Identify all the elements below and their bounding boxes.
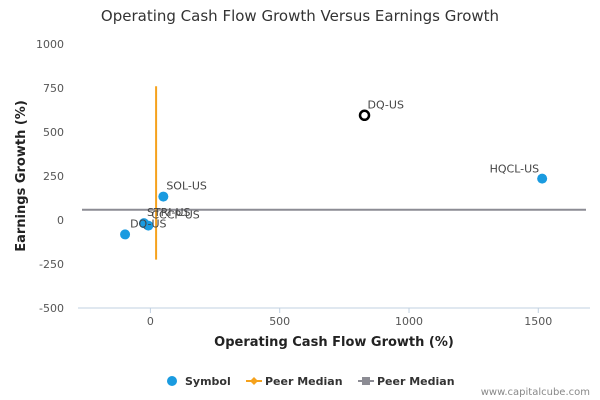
y-tick-label: 1000 (36, 38, 64, 51)
chart-title: Operating Cash Flow Growth Versus Earnin… (101, 7, 499, 25)
data-point-label: STRI-US (147, 206, 191, 219)
y-tick-label: 750 (43, 82, 64, 95)
reference-lines (82, 86, 586, 260)
data-point-label: SOL-US (166, 180, 207, 193)
legend-label: Symbol (185, 375, 231, 388)
data-point (143, 220, 154, 231)
legend-peer-median-square-icon (362, 377, 370, 385)
y-tick-label: 0 (57, 214, 64, 227)
x-axis-title: Operating Cash Flow Growth (%) (214, 335, 454, 350)
y-tick-label: 250 (43, 170, 64, 183)
x-tick-label: 500 (269, 315, 290, 328)
legend-label: Peer Median (377, 375, 455, 388)
data-point-label: HQCL-US (490, 163, 540, 176)
legend-symbol-dot-icon (167, 376, 177, 386)
y-axis-title: Earnings Growth (%) (14, 100, 29, 252)
x-tick-label: 0 (147, 315, 154, 328)
y-tick-label: -500 (39, 302, 64, 315)
y-tick-label: -250 (39, 258, 64, 271)
data-point (537, 173, 548, 184)
data-point-label: CCCP-US (151, 209, 199, 222)
data-point-highlight (358, 109, 371, 122)
legend: Symbol Peer Median Peer Median (167, 375, 455, 388)
y-tick-label: 500 (43, 126, 64, 139)
data-point-label: DQ-US (368, 98, 404, 111)
x-tick-label: 1000 (395, 315, 423, 328)
data-point (120, 229, 131, 240)
data-point (158, 191, 169, 202)
legend-peer-median-diamond-icon (250, 377, 258, 385)
legend-label: Peer Median (265, 375, 343, 388)
x-tick-label: 1500 (524, 315, 552, 328)
credit-text: www.capitalcube.com (481, 387, 590, 398)
data-point-label: DQ-US (130, 217, 166, 230)
axes: 1000 750 500 250 0 -250 -500 0 500 1000 1500 (36, 38, 590, 328)
